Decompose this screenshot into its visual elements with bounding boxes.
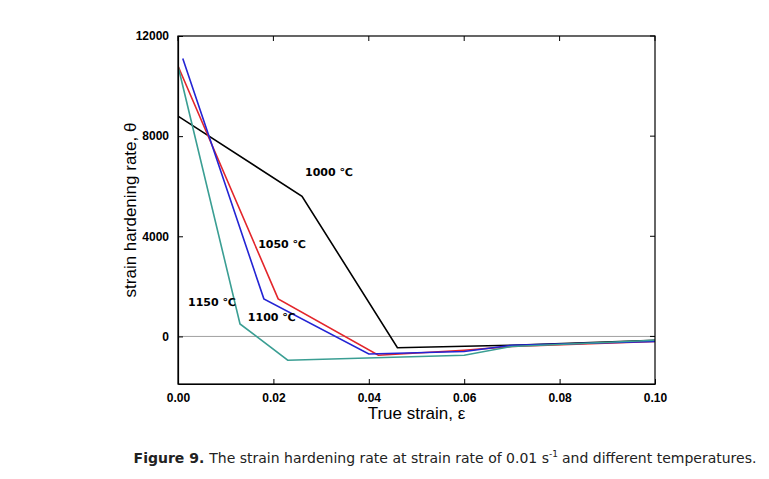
series-label: 1100 ℃ (248, 311, 296, 324)
y-tick: 8000 (142, 129, 183, 143)
y-tick-mark-right (650, 136, 655, 137)
x-tick: 0.04 (358, 379, 382, 405)
series-label: 1150 ℃ (188, 296, 236, 309)
x-tick: 0.02 (262, 379, 286, 405)
x-tick-mark-top (464, 36, 465, 41)
series-line (178, 66, 655, 355)
x-tick-mark-top (368, 36, 369, 41)
y-tick-label: 8000 (142, 129, 169, 143)
y-axis-title: strain hardening rate, θ (121, 123, 140, 298)
x-tick-label: 0.04 (358, 391, 382, 405)
series-group (178, 59, 655, 361)
series-label: 1000 ℃ (305, 166, 353, 179)
series-line (183, 59, 655, 354)
chart: 0.00 0.02 0.04 0.06 0.08 0.10 0 4000 8000 12000 Tr… (0, 0, 769, 479)
x-tick-mark-top (655, 36, 656, 41)
x-tick: 0.06 (453, 379, 477, 405)
y-tick-mark-right (650, 36, 655, 37)
x-tick-mark (369, 379, 370, 384)
x-tick-label: 0.06 (453, 391, 477, 405)
caption-label: Figure 9. (134, 450, 205, 466)
x-axis-line (179, 384, 656, 385)
y-tick-mark (178, 36, 183, 37)
x-tick: 0.08 (548, 379, 572, 405)
x-tick-label: 0.00 (167, 391, 191, 405)
x-tick-label: 0.02 (262, 391, 286, 405)
y-tick: 4000 (142, 230, 183, 244)
x-axis: 0.00 0.02 0.04 0.06 0.08 0.10 (167, 379, 668, 405)
y-tick-mark-right (650, 336, 655, 337)
x-tick-mark (273, 379, 274, 384)
x-axis-title: True strain, ε (368, 404, 466, 423)
caption-text: The strain hardening rate at strain rate… (208, 450, 549, 466)
reference-line (178, 336, 655, 337)
x-tick: 0.10 (644, 379, 668, 405)
y-tick-label: 4000 (142, 230, 169, 244)
y-tick-mark (178, 336, 183, 337)
y-tick-mark (178, 136, 183, 137)
y-tick-mark-right (650, 236, 655, 237)
x-tick-mark (464, 379, 465, 384)
caption-end: and different temperatures. (562, 450, 756, 466)
y-tick-label: 12000 (136, 29, 170, 43)
y-tick: 0 (162, 330, 183, 344)
x-tick-label: 0.10 (644, 391, 668, 405)
x-tick-label: 0.08 (548, 391, 572, 405)
y-axis: 0 4000 8000 12000 (136, 29, 183, 384)
plot-frame (178, 36, 655, 384)
x-tick-mark-top (559, 36, 560, 41)
caption-superscript: -1 (549, 449, 558, 459)
series-label: 1050 ℃ (258, 238, 306, 251)
series-line (178, 66, 655, 360)
y-tick-label: 0 (162, 330, 169, 344)
y-axis-line (178, 37, 179, 385)
x-tick-mark-top (273, 36, 274, 41)
x-tick-mark (655, 379, 656, 384)
y-tick: 12000 (136, 29, 183, 43)
y-tick-mark (178, 236, 183, 237)
x-tick-mark (560, 379, 561, 384)
caption: Figure 9.The strain hardening rate at st… (134, 449, 757, 466)
